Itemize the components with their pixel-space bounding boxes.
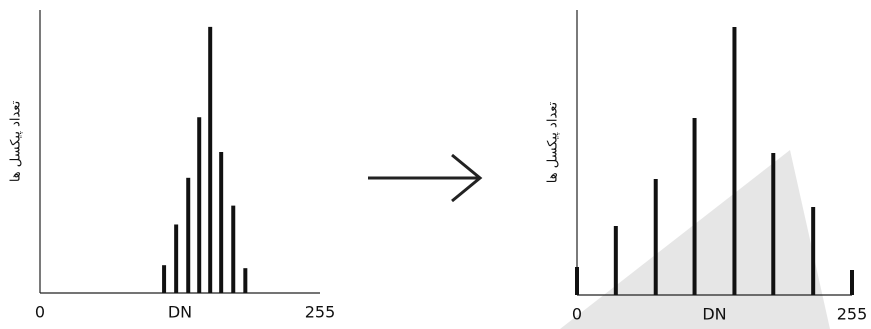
bar <box>174 224 179 293</box>
bar <box>692 118 697 295</box>
bar <box>208 26 213 293</box>
bar <box>219 151 224 293</box>
x-tick-label: 0 <box>572 305 582 324</box>
bar <box>653 179 658 295</box>
bar <box>771 153 776 295</box>
x-axis-label: DN <box>168 303 192 322</box>
x-tick-label: 255 <box>837 305 868 324</box>
y-axis-label: تعداد پیکسل ها <box>9 100 24 182</box>
bar <box>811 207 816 295</box>
bar <box>231 205 236 293</box>
bar <box>186 177 191 293</box>
bar <box>197 117 202 294</box>
y-axis-label: تعداد پیکسل ها <box>546 101 561 183</box>
bar <box>162 265 167 293</box>
x-axis-label: DN <box>702 305 726 324</box>
bar <box>732 27 737 295</box>
bar <box>613 226 618 295</box>
bar <box>243 268 248 293</box>
bar <box>850 270 854 295</box>
arrow <box>368 153 483 203</box>
bar <box>575 267 579 295</box>
x-tick-label: 255 <box>305 303 336 322</box>
x-tick-label: 0 <box>35 303 45 322</box>
